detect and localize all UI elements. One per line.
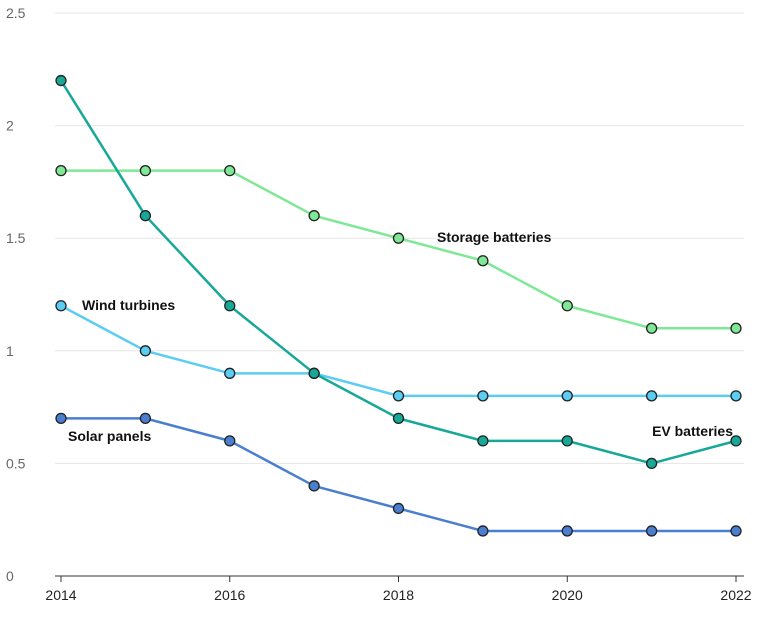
data-point-solar[interactable]: [308, 480, 320, 492]
series-label-ev: EV batteries: [652, 423, 733, 439]
data-point-wind[interactable]: [561, 390, 573, 402]
data-point-wind[interactable]: [477, 390, 489, 402]
data-point-wind[interactable]: [645, 390, 658, 402]
data-point-ev[interactable]: [561, 435, 573, 447]
y-tick-label: 0: [6, 568, 14, 584]
series-points: [55, 74, 742, 537]
data-point-ev[interactable]: [55, 74, 67, 87]
x-tick-label: 2018: [383, 587, 414, 603]
y-tick-label: 2: [6, 118, 14, 134]
data-point-ev[interactable]: [730, 435, 742, 447]
series-labels: Storage batteries Wind turbines EV batteri…: [68, 229, 733, 444]
data-point-storage[interactable]: [561, 300, 573, 312]
y-tick-label: 1.5: [6, 230, 26, 246]
data-point-solar[interactable]: [392, 502, 405, 515]
data-point-wind[interactable]: [139, 345, 152, 357]
data-point-storage[interactable]: [224, 164, 236, 177]
data-point-storage[interactable]: [392, 232, 405, 244]
data-point-storage[interactable]: [55, 164, 67, 177]
series-label-solar: Solar panels: [68, 428, 151, 444]
data-point-storage[interactable]: [477, 255, 489, 267]
axes: 0 0.5 1 1.5 2 2.5 2014 2016 2018 2020 2022: [6, 5, 752, 603]
data-point-solar[interactable]: [477, 525, 489, 537]
data-point-ev[interactable]: [308, 367, 320, 379]
x-tick-label: 2016: [214, 587, 245, 603]
y-tick-label: 1: [6, 343, 14, 359]
data-point-solar[interactable]: [730, 525, 742, 537]
data-point-ev[interactable]: [392, 412, 405, 425]
x-tick-label: 2020: [552, 587, 583, 603]
data-point-ev[interactable]: [224, 300, 236, 312]
y-tick-label: 0.5: [6, 455, 26, 471]
x-tick-label: 2014: [45, 587, 76, 603]
data-point-wind[interactable]: [224, 367, 236, 379]
data-point-solar[interactable]: [645, 525, 658, 537]
data-point-solar[interactable]: [139, 412, 152, 425]
series-label-wind: Wind turbines: [82, 297, 175, 313]
data-point-storage[interactable]: [139, 164, 152, 177]
data-point-solar[interactable]: [561, 525, 573, 537]
data-point-solar[interactable]: [55, 412, 67, 425]
data-point-ev[interactable]: [645, 457, 658, 470]
data-point-ev[interactable]: [139, 210, 152, 222]
data-point-storage[interactable]: [308, 210, 320, 222]
data-point-ev[interactable]: [477, 435, 489, 447]
data-point-wind[interactable]: [392, 390, 405, 402]
data-point-storage[interactable]: [730, 322, 742, 334]
data-point-storage[interactable]: [645, 322, 658, 334]
x-tick-label: 2022: [720, 587, 751, 603]
data-point-wind[interactable]: [730, 390, 742, 402]
data-point-solar[interactable]: [224, 435, 236, 447]
series-label-storage: Storage batteries: [437, 229, 552, 245]
series-line-ev: [59, 79, 737, 465]
data-point-wind[interactable]: [55, 300, 67, 312]
y-tick-label: 2.5: [6, 5, 26, 21]
